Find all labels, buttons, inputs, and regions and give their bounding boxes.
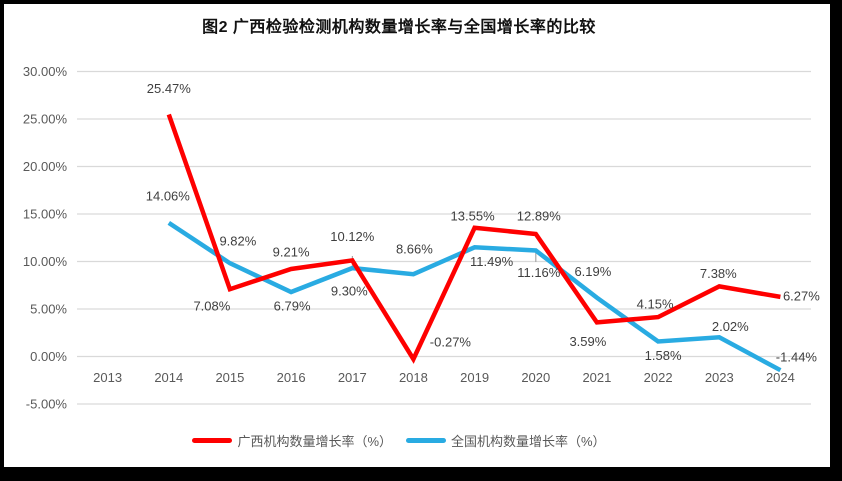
x-axis-tick-label: 2018 [399, 370, 428, 385]
y-axis-tick-label: 15.00% [23, 207, 68, 222]
data-label: 7.38% [700, 266, 737, 281]
y-axis-tick-label: 30.00% [23, 64, 68, 79]
legend-label-guangxi: 广西机构数量增长率（%） [237, 434, 392, 449]
data-label: 1.58% [645, 348, 682, 363]
data-label: 7.08% [193, 299, 230, 314]
data-label: 4.15% [637, 297, 674, 312]
data-label: 6.79% [274, 299, 311, 314]
data-label: 6.19% [574, 264, 611, 279]
chart-canvas: 图2 广西检验检测机构数量增长率与全国增长率的比较 30.00% 25.00% 20… [4, 4, 830, 467]
data-label: 11.49% [470, 254, 514, 269]
y-axis-tick-label: 20.00% [23, 159, 68, 174]
data-label: 11.16% [517, 265, 561, 280]
y-axis-tick-label: 25.00% [23, 112, 68, 127]
data-label: 12.89% [517, 209, 562, 224]
line-chart-plot-area: 30.00% 25.00% 20.00% 15.00% 10.00% 5.00% 0.00%… [23, 64, 820, 412]
x-axis-tick-label: 2014 [154, 370, 183, 385]
guangxi-line-swatch-icon [192, 438, 233, 443]
legend-item-guangxi: 广西机构数量增长率（%） [192, 431, 392, 450]
national-line-swatch-icon [406, 438, 446, 443]
legend-label-national: 全国机构数量增长率（%） [451, 434, 606, 449]
series-line-1 [167, 221, 782, 373]
legend-item-national: 全国机构数量增长率（%） [406, 431, 606, 450]
y-axis-tick-label: -5.00% [26, 397, 68, 412]
data-label: 9.82% [219, 234, 256, 249]
y-axis-tick-label: 0.00% [30, 349, 67, 364]
data-label: 25.47% [147, 81, 192, 96]
x-axis-tick-label: 2021 [582, 370, 611, 385]
legend: 广西机构数量增长率（%） 全国机构数量增长率（%） [4, 431, 794, 450]
x-axis-tick-label: 2023 [705, 370, 734, 385]
data-label: 10.12% [330, 229, 375, 244]
data-label: 2.02% [712, 319, 749, 334]
data-label: 9.30% [331, 284, 368, 299]
series-line-0 [166, 113, 781, 364]
x-axis-tick-label: 2015 [215, 370, 244, 385]
x-axis-tick-label: 2019 [460, 370, 489, 385]
x-axis-tick-label: 2024 [766, 370, 795, 385]
data-label: -0.27% [430, 335, 472, 350]
data-label: 14.06% [146, 188, 191, 203]
data-label: 8.66% [396, 242, 433, 257]
data-label: 9.21% [273, 245, 310, 260]
x-axis-tick-label: 2022 [644, 370, 673, 385]
x-axis-tick-label: 2017 [338, 370, 367, 385]
data-label: 3.59% [569, 334, 606, 349]
y-axis-tick-label: 5.00% [30, 302, 67, 317]
y-axis-tick-label: 10.00% [23, 254, 68, 269]
data-label: 6.27% [783, 288, 820, 303]
chart-title: 图2 广西检验检测机构数量增长率与全国增长率的比较 [202, 19, 596, 36]
x-axis-tick-label: 2016 [277, 370, 306, 385]
x-axis-tick-label: 2020 [521, 370, 550, 385]
data-label: -1.44% [776, 350, 818, 365]
data-label: 13.55% [451, 208, 496, 223]
x-axis-tick-label: 2013 [93, 370, 122, 385]
